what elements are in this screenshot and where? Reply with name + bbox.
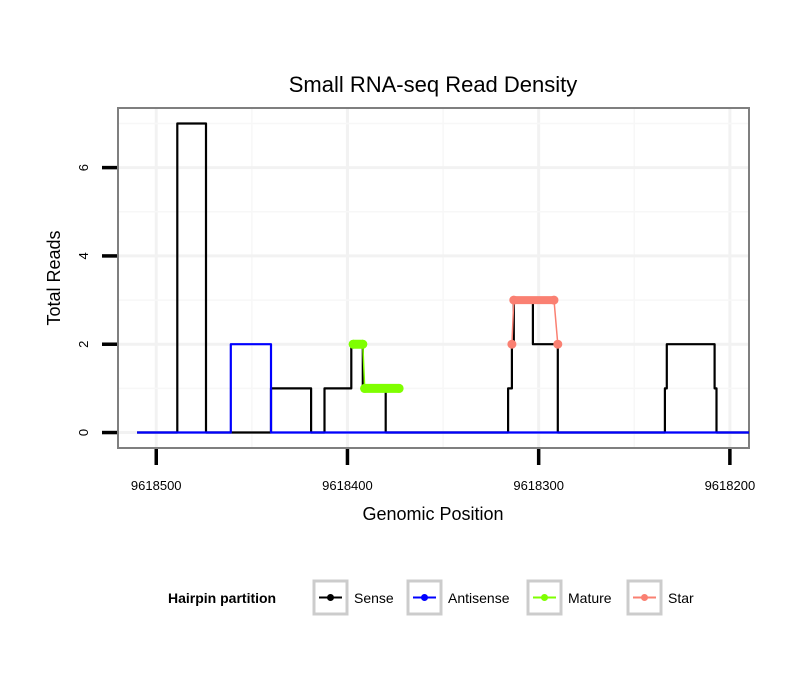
legend-key-point [421,594,428,601]
y-tick-label: 4 [76,252,91,259]
legend-label: Mature [568,590,612,606]
series-mature [348,339,404,393]
chart-title: Small RNA-seq Read Density [289,72,578,97]
x-tick-label: 9618300 [513,478,564,493]
legend-item-sense: Sense [312,579,394,616]
grid [119,109,748,447]
x-tick-label: 9618500 [131,478,182,493]
data-point-mature [348,339,358,349]
data-point-mature [358,339,368,349]
series-line-sense [137,122,749,434]
legend: Hairpin partition Sense Antisense Mature St… [168,579,694,616]
legend-label: Sense [354,590,394,606]
legend-item-mature: Mature [526,579,612,616]
series-line-antisense [137,343,749,434]
y-tick-label: 6 [76,164,91,171]
legend-item-antisense: Antisense [406,579,510,616]
data-point-mature [394,383,404,393]
legend-label: Antisense [448,590,510,606]
y-tick-label: 0 [76,429,91,436]
legend-label: Star [668,590,694,606]
x-axis-title: Genomic Position [362,504,503,524]
axes: 9618500 9618400 9618300 9618200 0 2 4 6 [76,164,755,493]
data-point-star [553,339,563,349]
legend-key-point [327,594,334,601]
y-tick-label: 2 [76,341,91,348]
y-axis-title: Total Reads [44,230,64,325]
legend-item-star: Star [626,579,694,616]
series-antisense [137,343,749,434]
data-point-star [507,339,517,349]
legend-key-point [541,594,548,601]
plot-panel [117,107,750,449]
series-sense [137,122,749,434]
x-tick-label: 9618200 [705,478,756,493]
data-point-star [549,295,559,305]
series-layer [137,122,749,434]
data-point-star [509,295,519,305]
series-star [507,295,563,349]
data-point-mature [360,383,370,393]
x-tick-label: 9618400 [322,478,373,493]
legend-key-point [641,594,648,601]
legend-title: Hairpin partition [168,590,276,606]
